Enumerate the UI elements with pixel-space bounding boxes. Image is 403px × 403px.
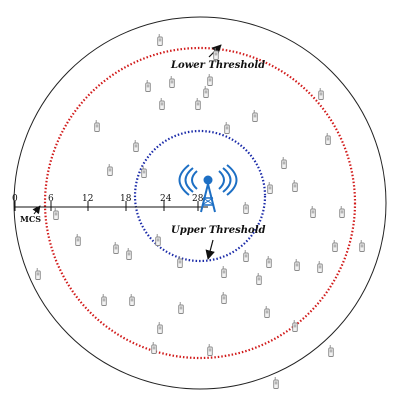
mobile-phone-icon: [159, 98, 165, 110]
axis-tick-label: 18: [120, 194, 132, 204]
mobile-phone-icon: [221, 292, 227, 304]
mobile-phone-icon: [151, 342, 157, 354]
mobile-phone-icon: [332, 240, 338, 252]
axis-tick-label: 12: [82, 194, 93, 204]
mobile-phone-icon: [359, 240, 365, 252]
mcs-axis: 0 6 12 18 24 28: [12, 194, 208, 211]
mobile-phone-icon: [264, 306, 270, 318]
mobile-phone-icon: [94, 120, 100, 132]
mobile-phone-icon: [266, 256, 272, 268]
mobile-phone-icon: [317, 261, 323, 273]
upper-threshold-ring: [133, 129, 267, 263]
mobile-phone-icon: [207, 74, 213, 86]
mobile-phone-icon: [177, 256, 183, 268]
mobile-phone-icon: [195, 98, 201, 110]
user-devices: [35, 34, 365, 389]
axis-tick-label: 6: [48, 194, 54, 204]
mobile-phone-icon: [243, 250, 249, 262]
mobile-phone-icon: [207, 344, 213, 356]
mcs-arrow: [32, 205, 41, 215]
lower-threshold-ring: [43, 46, 357, 360]
mobile-phone-icon: [318, 88, 324, 100]
mobile-phone-icon: [256, 273, 262, 285]
mobile-phone-icon: [213, 48, 219, 60]
mobile-phone-icon: [267, 182, 273, 194]
axis-tick-label: 24: [160, 194, 172, 204]
upper-threshold-arrow: [205, 239, 215, 260]
mobile-phone-icon: [292, 320, 298, 332]
mobile-phone-icon: [339, 206, 345, 218]
mobile-phone-icon: [203, 86, 209, 98]
mobile-phone-icon: [129, 294, 135, 306]
upper-threshold-label: Upper Threshold: [171, 225, 266, 236]
mobile-phone-icon: [75, 234, 81, 246]
mobile-phone-icon: [292, 180, 298, 192]
mobile-phone-icon: [101, 294, 107, 306]
cell-boundary-circle: [13, 16, 387, 390]
mobile-phone-icon: [169, 76, 175, 88]
mobile-phone-icon: [155, 234, 161, 246]
mobile-phone-icon: [157, 34, 163, 46]
axis-tick-label: 0: [12, 194, 18, 204]
mobile-phone-icon: [310, 206, 316, 218]
mobile-phone-icon: [107, 164, 113, 176]
mobile-phone-icon: [178, 302, 184, 314]
mobile-phone-icon: [133, 140, 139, 152]
mobile-phone-icon: [35, 268, 41, 280]
mobile-phone-icon: [157, 322, 163, 334]
mobile-phone-icon: [224, 122, 230, 134]
mobile-phone-icon: [141, 166, 147, 178]
mobile-phone-icon: [281, 157, 287, 169]
mcs-label: MCS: [20, 214, 41, 224]
mobile-phone-icon: [113, 242, 119, 254]
mobile-phone-icon: [328, 345, 334, 357]
mobile-phone-icon: [145, 80, 151, 92]
mobile-phone-icon: [325, 133, 331, 145]
lower-threshold-label: Lower Threshold: [170, 60, 265, 71]
axis-tick-label: 28: [192, 194, 204, 204]
antenna-tower-icon: [178, 164, 238, 213]
mobile-phone-icon: [273, 377, 279, 389]
mobile-phone-icon: [294, 259, 300, 271]
mobile-phone-icon: [126, 248, 132, 260]
mobile-phone-icon: [53, 208, 59, 220]
mobile-phone-icon: [243, 202, 249, 214]
mobile-phone-icon: [221, 266, 227, 278]
mobile-phone-icon: [252, 110, 258, 122]
